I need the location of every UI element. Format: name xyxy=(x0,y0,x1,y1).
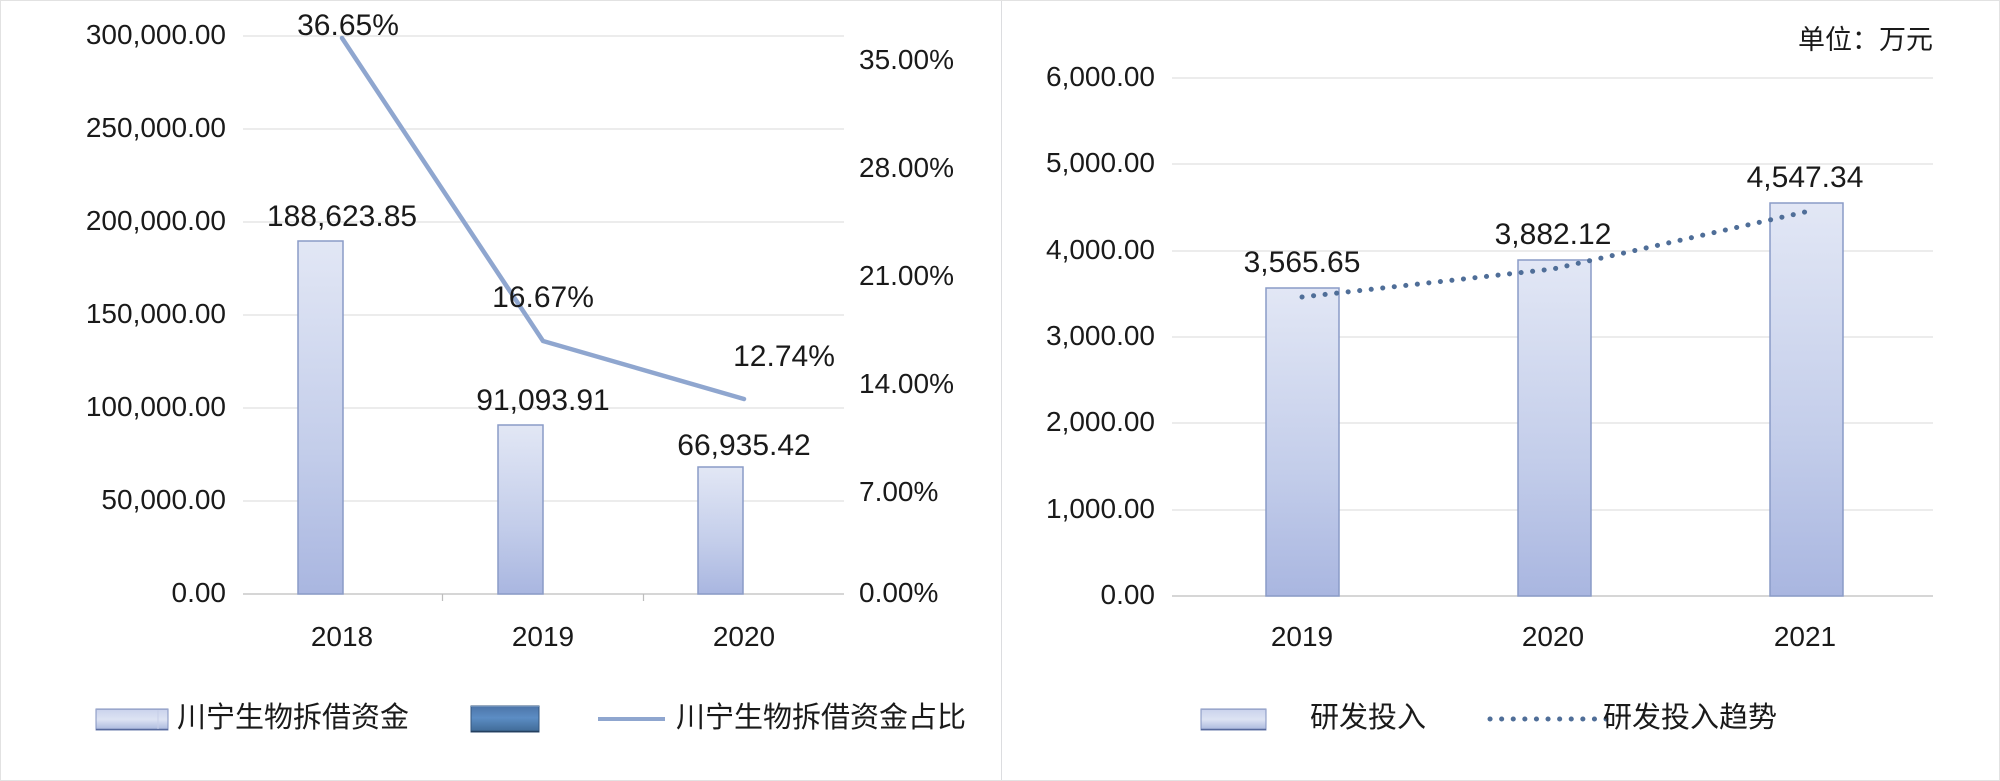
svg-text:单位：万元: 单位：万元 xyxy=(1798,25,1933,55)
svg-text:7.00%: 7.00% xyxy=(859,476,938,507)
svg-text:1,000.00: 1,000.00 xyxy=(1046,493,1155,524)
svg-text:2020: 2020 xyxy=(1522,621,1584,652)
svg-text:21.00%: 21.00% xyxy=(859,260,954,291)
svg-text:36.65%: 36.65% xyxy=(297,9,399,42)
svg-text:6,000.00: 6,000.00 xyxy=(1046,61,1155,92)
svg-text:0.00%: 0.00% xyxy=(859,577,938,608)
svg-text:2,000.00: 2,000.00 xyxy=(1046,406,1155,437)
svg-text:川宁生物拆借资金: 川宁生物拆借资金 xyxy=(177,701,409,734)
svg-text:2020: 2020 xyxy=(713,621,775,652)
svg-text:16.67%: 16.67% xyxy=(492,281,594,314)
svg-text:14.00%: 14.00% xyxy=(859,368,954,399)
svg-text:150,000.00: 150,000.00 xyxy=(86,298,226,329)
svg-text:200,000.00: 200,000.00 xyxy=(86,205,226,236)
svg-text:5,000.00: 5,000.00 xyxy=(1046,147,1155,178)
svg-text:0.00: 0.00 xyxy=(1101,579,1156,610)
svg-text:300,000.00: 300,000.00 xyxy=(86,19,226,50)
svg-text:188,623.85: 188,623.85 xyxy=(267,200,417,233)
svg-text:2019: 2019 xyxy=(1271,621,1333,652)
svg-text:4,000.00: 4,000.00 xyxy=(1046,234,1155,265)
svg-text:66,935.42: 66,935.42 xyxy=(677,429,810,462)
svg-text:250,000.00: 250,000.00 xyxy=(86,112,226,143)
svg-text:4,547.34: 4,547.34 xyxy=(1747,161,1864,194)
svg-text:35.00%: 35.00% xyxy=(859,44,954,75)
svg-text:2019: 2019 xyxy=(512,621,574,652)
svg-text:0.00: 0.00 xyxy=(172,577,227,608)
svg-text:2021: 2021 xyxy=(1774,621,1836,652)
svg-text:3,000.00: 3,000.00 xyxy=(1046,320,1155,351)
svg-text:3,882.12: 3,882.12 xyxy=(1495,218,1612,251)
svg-text:研发投入趋势: 研发投入趋势 xyxy=(1603,701,1777,734)
svg-text:91,093.91: 91,093.91 xyxy=(476,384,609,417)
svg-text:12.74%: 12.74% xyxy=(733,340,835,373)
svg-text:川宁生物拆借资金占比: 川宁生物拆借资金占比 xyxy=(676,701,966,734)
svg-text:28.00%: 28.00% xyxy=(859,152,954,183)
svg-text:50,000.00: 50,000.00 xyxy=(101,484,226,515)
svg-text:100,000.00: 100,000.00 xyxy=(86,391,226,422)
svg-text:3,565.65: 3,565.65 xyxy=(1244,246,1361,279)
svg-text:研发投入: 研发投入 xyxy=(1310,701,1426,734)
svg-text:2018: 2018 xyxy=(311,621,373,652)
